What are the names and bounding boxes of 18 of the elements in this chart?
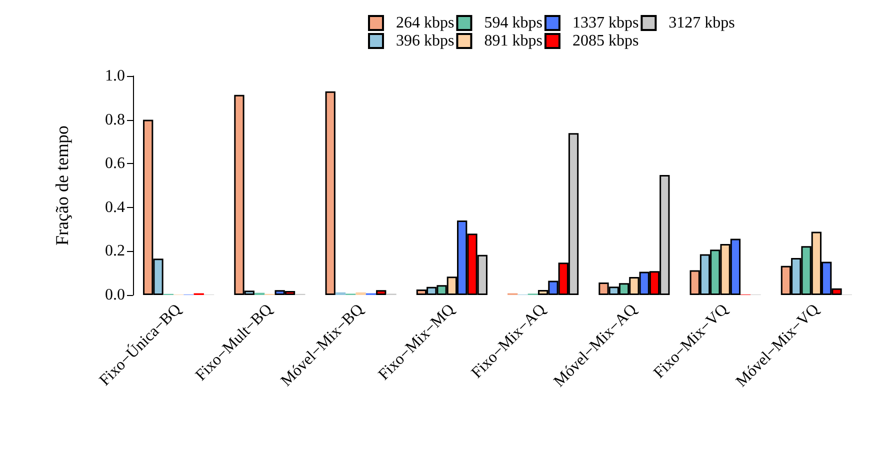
bar [356,292,366,295]
bar [335,292,346,295]
y-tick-label: 0.4 [105,198,125,216]
y-tick-label: 0.8 [105,111,125,128]
y-tick-label: 0.6 [105,155,125,172]
bar [376,290,386,295]
y-tick-label: 1.0 [105,68,125,84]
legend-label: 3127 kbps [668,14,735,32]
legend-label: 2085 kbps [572,32,639,50]
legend-label: 594 kbps [484,14,542,32]
bar [325,91,336,295]
legend-label: 264 kbps [396,14,454,32]
legend-label: 891 kbps [484,32,542,50]
legend-label: 1337 kbps [572,14,639,32]
y-axis-title: Fração de tempo [52,126,72,246]
y-tick-label: 0.2 [105,242,125,260]
y-tick-label: 0.0 [105,286,125,304]
legend-label: 396 kbps [396,32,454,50]
